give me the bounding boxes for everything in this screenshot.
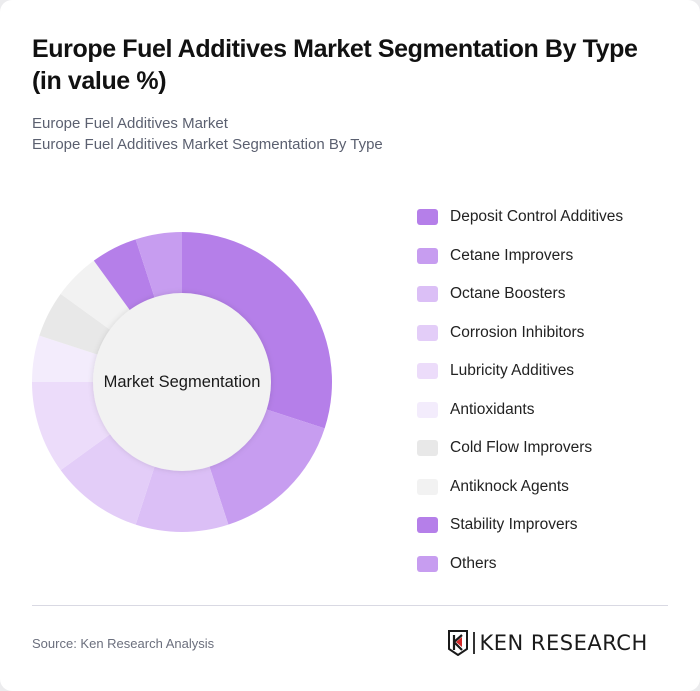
legend-item-antiknock-agents[interactable]: Antiknock Agents [417, 468, 623, 507]
subtitle-market: Europe Fuel Additives Market [32, 115, 228, 132]
legend-item-stability-improvers[interactable]: Stability Improvers [417, 506, 623, 545]
logo-text: KEN RESEARCH [479, 631, 648, 655]
legend-label: Others [450, 554, 497, 572]
legend-item-octane-boosters[interactable]: Octane Boosters [417, 275, 623, 314]
legend-item-cold-flow-improvers[interactable]: Cold Flow Improvers [417, 429, 623, 468]
logo-separator [473, 632, 475, 654]
legend-label: Cetane Improvers [450, 246, 574, 264]
donut-chart: Market Segmentation [20, 220, 350, 550]
legend-item-others[interactable]: Others [417, 545, 623, 584]
legend-item-antioxidants[interactable]: Antioxidants [417, 391, 623, 430]
ken-research-logo: KEN RESEARCH [447, 629, 648, 657]
ken-logo-shield-icon [448, 630, 468, 656]
footer-divider [32, 605, 668, 606]
chart-title: Europe Fuel Additives Market Segmentatio… [32, 35, 638, 95]
legend-swatch-icon [417, 363, 438, 380]
legend-swatch-icon [417, 324, 438, 341]
legend-label: Octane Boosters [450, 285, 566, 303]
legend-label: Antiknock Agents [450, 477, 569, 495]
chart-legend: Deposit Control Additives Cetane Improver… [417, 198, 623, 583]
legend-swatch-icon [417, 209, 438, 226]
legend-swatch-icon [417, 440, 438, 457]
legend-swatch-icon [417, 478, 438, 495]
subtitle-segmentation: Europe Fuel Additives Market Segmentatio… [32, 136, 383, 153]
legend-label: Deposit Control Additives [450, 208, 624, 226]
legend-item-cetane-improvers[interactable]: Cetane Improvers [417, 237, 623, 276]
legend-item-corrosion-inhibitors[interactable]: Corrosion Inhibitors [417, 314, 623, 353]
legend-swatch-icon [417, 517, 438, 534]
chart-subtitle: Europe Fuel Additives Market Europe Fuel… [32, 113, 383, 155]
legend-item-deposit-control-additives[interactable]: Deposit Control Additives [417, 198, 623, 237]
donut-center [93, 293, 271, 471]
legend-label: Corrosion Inhibitors [450, 323, 585, 341]
legend-label: Cold Flow Improvers [450, 439, 593, 457]
source-note: Source: Ken Research Analysis [32, 636, 215, 651]
legend-swatch-icon [417, 286, 438, 303]
legend-label: Stability Improvers [450, 516, 578, 534]
legend-item-lubricity-additives[interactable]: Lubricity Additives [417, 352, 623, 391]
donut-svg [32, 232, 332, 532]
legend-swatch-icon [417, 247, 438, 264]
legend-swatch-icon [417, 555, 438, 572]
legend-label: Lubricity Additives [450, 362, 575, 380]
legend-swatch-icon [417, 401, 438, 418]
legend-label: Antioxidants [450, 400, 535, 418]
